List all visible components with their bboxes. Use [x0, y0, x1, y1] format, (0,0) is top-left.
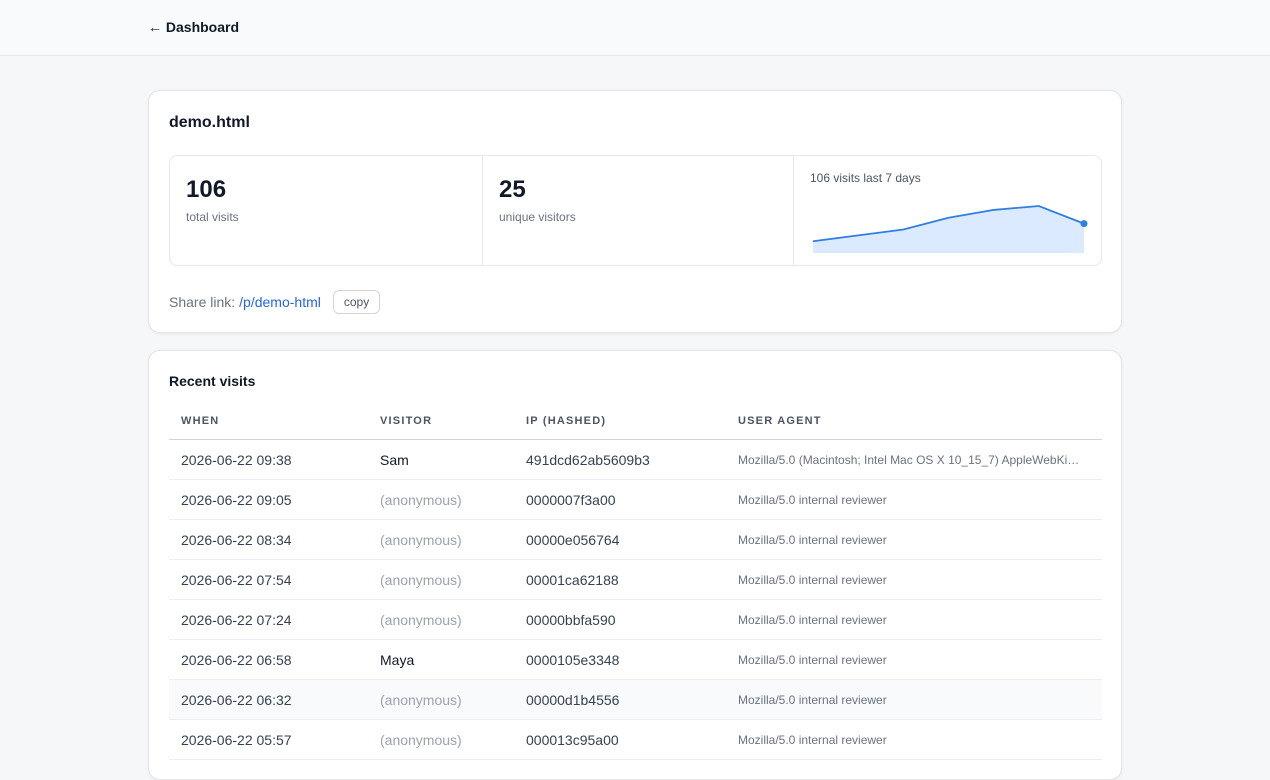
cell-ip: 00000bbfa590	[514, 599, 726, 640]
stat-label: total visits	[186, 210, 239, 224]
column-header: When	[169, 403, 368, 440]
cell-ua: Mozilla/5.0 (Macintosh; Intel Mac OS X 1…	[726, 439, 1102, 480]
summary-card: demo.html 106 total visits 25 unique vis…	[148, 90, 1122, 333]
cell-when: 2026-06-22 06:32	[169, 679, 368, 720]
stat-cell: 106 total visits	[170, 156, 483, 265]
sparkline-area	[813, 206, 1084, 253]
section-title: Recent visits	[169, 373, 256, 389]
copy-button[interactable]: copy	[332, 290, 381, 314]
visit-row: 2026-06-22 07:24 (anonymous) 00000bbfa590 M…	[169, 599, 1102, 640]
header-row: When Visitor IP (hashed) User agent	[169, 403, 1102, 440]
cell-when: 2026-06-22 06:58	[169, 639, 368, 680]
sparkline	[812, 205, 1088, 253]
sparkline-line	[812, 205, 1085, 243]
cell-ua: Mozilla/5.0 internal reviewer	[726, 639, 1102, 680]
cell-when: 2026-06-22 08:34	[169, 519, 368, 560]
cell-ip: 0000007f3a00	[514, 479, 726, 520]
stat-cell: 25 unique visitors	[483, 156, 794, 265]
visit-row: 2026-06-22 09:05 (anonymous) 0000007f3a00 M…	[169, 479, 1102, 520]
column-header: Visitor	[368, 403, 514, 440]
stat-label: unique visitors	[499, 210, 576, 224]
visits-card: Recent visits When Visitor IP (hashed) User…	[148, 350, 1122, 780]
cell-vis: (anonymous)	[368, 719, 514, 760]
cell-vis: (anonymous)	[368, 479, 514, 520]
sparkline-cell: 106 visits last 7 days	[794, 156, 1101, 265]
back-link[interactable]: ← Dashboard	[148, 19, 240, 35]
visit-row: 2026-06-22 09:38 Sam 491dcd62ab5609b3 Mozil…	[169, 439, 1102, 480]
cell-ip: 00000d1b4556	[514, 679, 726, 720]
cell-vis: (anonymous)	[368, 519, 514, 560]
cell-ip: 491dcd62ab5609b3	[514, 439, 726, 480]
visits-table: When Visitor IP (hashed) User agent 2026-06…	[169, 403, 1102, 760]
share-link[interactable]: /p/demo-html	[239, 294, 321, 310]
top-bar: ← Dashboard	[0, 0, 1270, 56]
cell-vis: (anonymous)	[368, 679, 514, 720]
cell-ip: 00001ca62188	[514, 559, 726, 600]
cell-ua: Mozilla/5.0 internal reviewer	[726, 599, 1102, 640]
stat-value: 106	[186, 176, 227, 203]
cell-vis: (anonymous)	[368, 599, 514, 640]
cell-ip: 000013c95a00	[514, 719, 726, 760]
cell-vis: Maya	[368, 639, 514, 680]
cell-ua: Mozilla/5.0 internal reviewer	[726, 679, 1102, 720]
column-header: IP (hashed)	[514, 403, 726, 440]
cell-ua: Mozilla/5.0 internal reviewer	[726, 559, 1102, 600]
cell-ua: Mozilla/5.0 internal reviewer	[726, 479, 1102, 520]
cell-when: 2026-06-22 07:24	[169, 599, 368, 640]
cell-ua: Mozilla/5.0 internal reviewer	[726, 719, 1102, 760]
visit-row: 2026-06-22 05:57 (anonymous) 000013c95a00 M…	[169, 719, 1102, 760]
visit-row: 2026-06-22 06:58 Maya 0000105e3348 Mozilla/…	[169, 639, 1102, 680]
cell-vis: (anonymous)	[368, 559, 514, 600]
stat-value: 25	[499, 176, 526, 203]
cell-when: 2026-06-22 09:38	[169, 439, 368, 480]
visit-row: 2026-06-22 08:34 (anonymous) 00000e056764 M…	[169, 519, 1102, 560]
cell-ip: 0000105e3348	[514, 639, 726, 680]
cell-ua: Mozilla/5.0 internal reviewer	[726, 519, 1102, 560]
cell-vis: Sam	[368, 439, 514, 480]
cell-when: 2026-06-22 05:57	[169, 719, 368, 760]
stats: 106 total visits 25 unique visitors 106 …	[169, 155, 1102, 266]
share-label: Share link:	[169, 294, 236, 310]
sparkline-dot	[1080, 220, 1088, 228]
share-row: Share link: /p/demo-html copy	[169, 290, 381, 314]
cell-when: 2026-06-22 07:54	[169, 559, 368, 600]
visit-row: 2026-06-22 06:32 (anonymous) 00000d1b4556 M…	[169, 679, 1102, 720]
cell-when: 2026-06-22 09:05	[169, 479, 368, 520]
cell-ip: 00000e056764	[514, 519, 726, 560]
page-title: demo.html	[169, 114, 250, 131]
column-header: User agent	[726, 403, 1102, 440]
sparkline-title: 106 visits last 7 days	[810, 171, 921, 185]
visit-row: 2026-06-22 07:54 (anonymous) 00001ca62188 M…	[169, 559, 1102, 600]
